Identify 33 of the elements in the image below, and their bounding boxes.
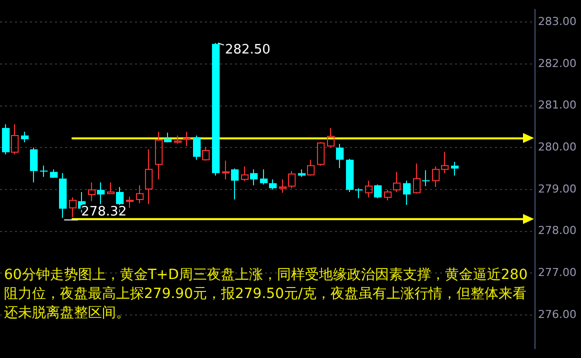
y-tick-label: 278.00 [538, 224, 576, 238]
y-tick-label: 283.00 [538, 15, 576, 28]
y-tick-label: 282.00 [538, 56, 576, 70]
candlestick [336, 143, 344, 169]
y-tick-label: 281.00 [538, 98, 576, 112]
annotation: 60分钟走势图上，黄金T+D周三夜盘上涨，同样受地缘政治因素支撑，黄金逼近280阻力位，夜盘最高上探279.90元，报279.50元/克，夜盘虽有上涨行情，但整体来看还未脱离盘整区间。 [4, 266, 529, 323]
candlestick [97, 182, 105, 205]
candlestick [269, 178, 277, 190]
y-tick-label: 276.00 [538, 308, 576, 321]
candlestick [260, 168, 268, 185]
candlestick [40, 165, 48, 178]
candlestick [231, 168, 239, 200]
annotation: 282.50 [224, 42, 270, 58]
candlestick [11, 124, 19, 155]
annotation: 278.32 [81, 204, 127, 220]
candlestick [183, 131, 191, 146]
candlestick [145, 148, 153, 205]
candlestick [126, 196, 134, 208]
candlestick [193, 135, 201, 160]
candlestick [21, 131, 29, 143]
y-tick-label: 279.00 [538, 182, 576, 196]
candlestick [250, 168, 258, 186]
candlestick [403, 180, 411, 206]
candlestick [222, 160, 230, 180]
y-tick-label: 280.00 [538, 140, 576, 154]
candlestick [136, 184, 144, 204]
y-tick-label: 277.00 [538, 266, 576, 279]
candlestick [279, 178, 287, 194]
candlestick [374, 184, 382, 199]
candlestick [155, 131, 163, 180]
candlestick [451, 161, 459, 176]
candlestick [422, 170, 430, 187]
candlestick [30, 147, 38, 183]
